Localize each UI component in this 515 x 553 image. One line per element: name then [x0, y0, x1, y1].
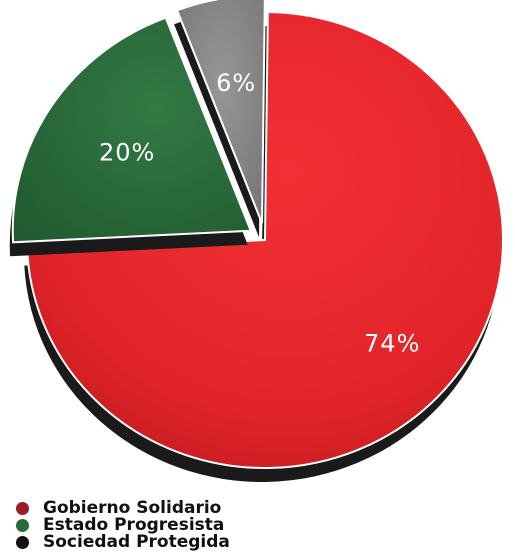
pie-slice-gobierno-solidario	[26, 11, 504, 469]
pie-labels: 74% 20% 6%	[99, 69, 420, 357]
pie-slice-estado-progresista	[11, 16, 253, 244]
pie-label-estado-progresista: 20%	[99, 139, 155, 167]
legend-label-estado-progresista: Estado Progresista	[43, 515, 225, 535]
legend-item-gobierno-solidario: Gobierno Solidario	[16, 500, 230, 517]
legend-item-estado-progresista: Estado Progresista	[16, 517, 230, 534]
pie-label-sociedad-protegida: 6%	[216, 69, 256, 97]
legend-swatch-estado-progresista	[16, 519, 29, 532]
pie-slices	[9, 0, 504, 483]
legend-swatch-sociedad-protegida	[16, 536, 29, 549]
legend: Gobierno Solidario Estado Progresista So…	[16, 500, 230, 551]
pie-slice-sociedad-protegida	[175, 0, 266, 224]
legend-item-sociedad-protegida: Sociedad Protegida	[16, 534, 230, 551]
legend-label-gobierno-solidario: Gobierno Solidario	[43, 498, 222, 518]
legend-label-sociedad-protegida: Sociedad Protegida	[43, 532, 230, 552]
pie-label-gobierno-solidario: 74%	[364, 329, 420, 357]
legend-swatch-gobierno-solidario	[16, 502, 29, 515]
